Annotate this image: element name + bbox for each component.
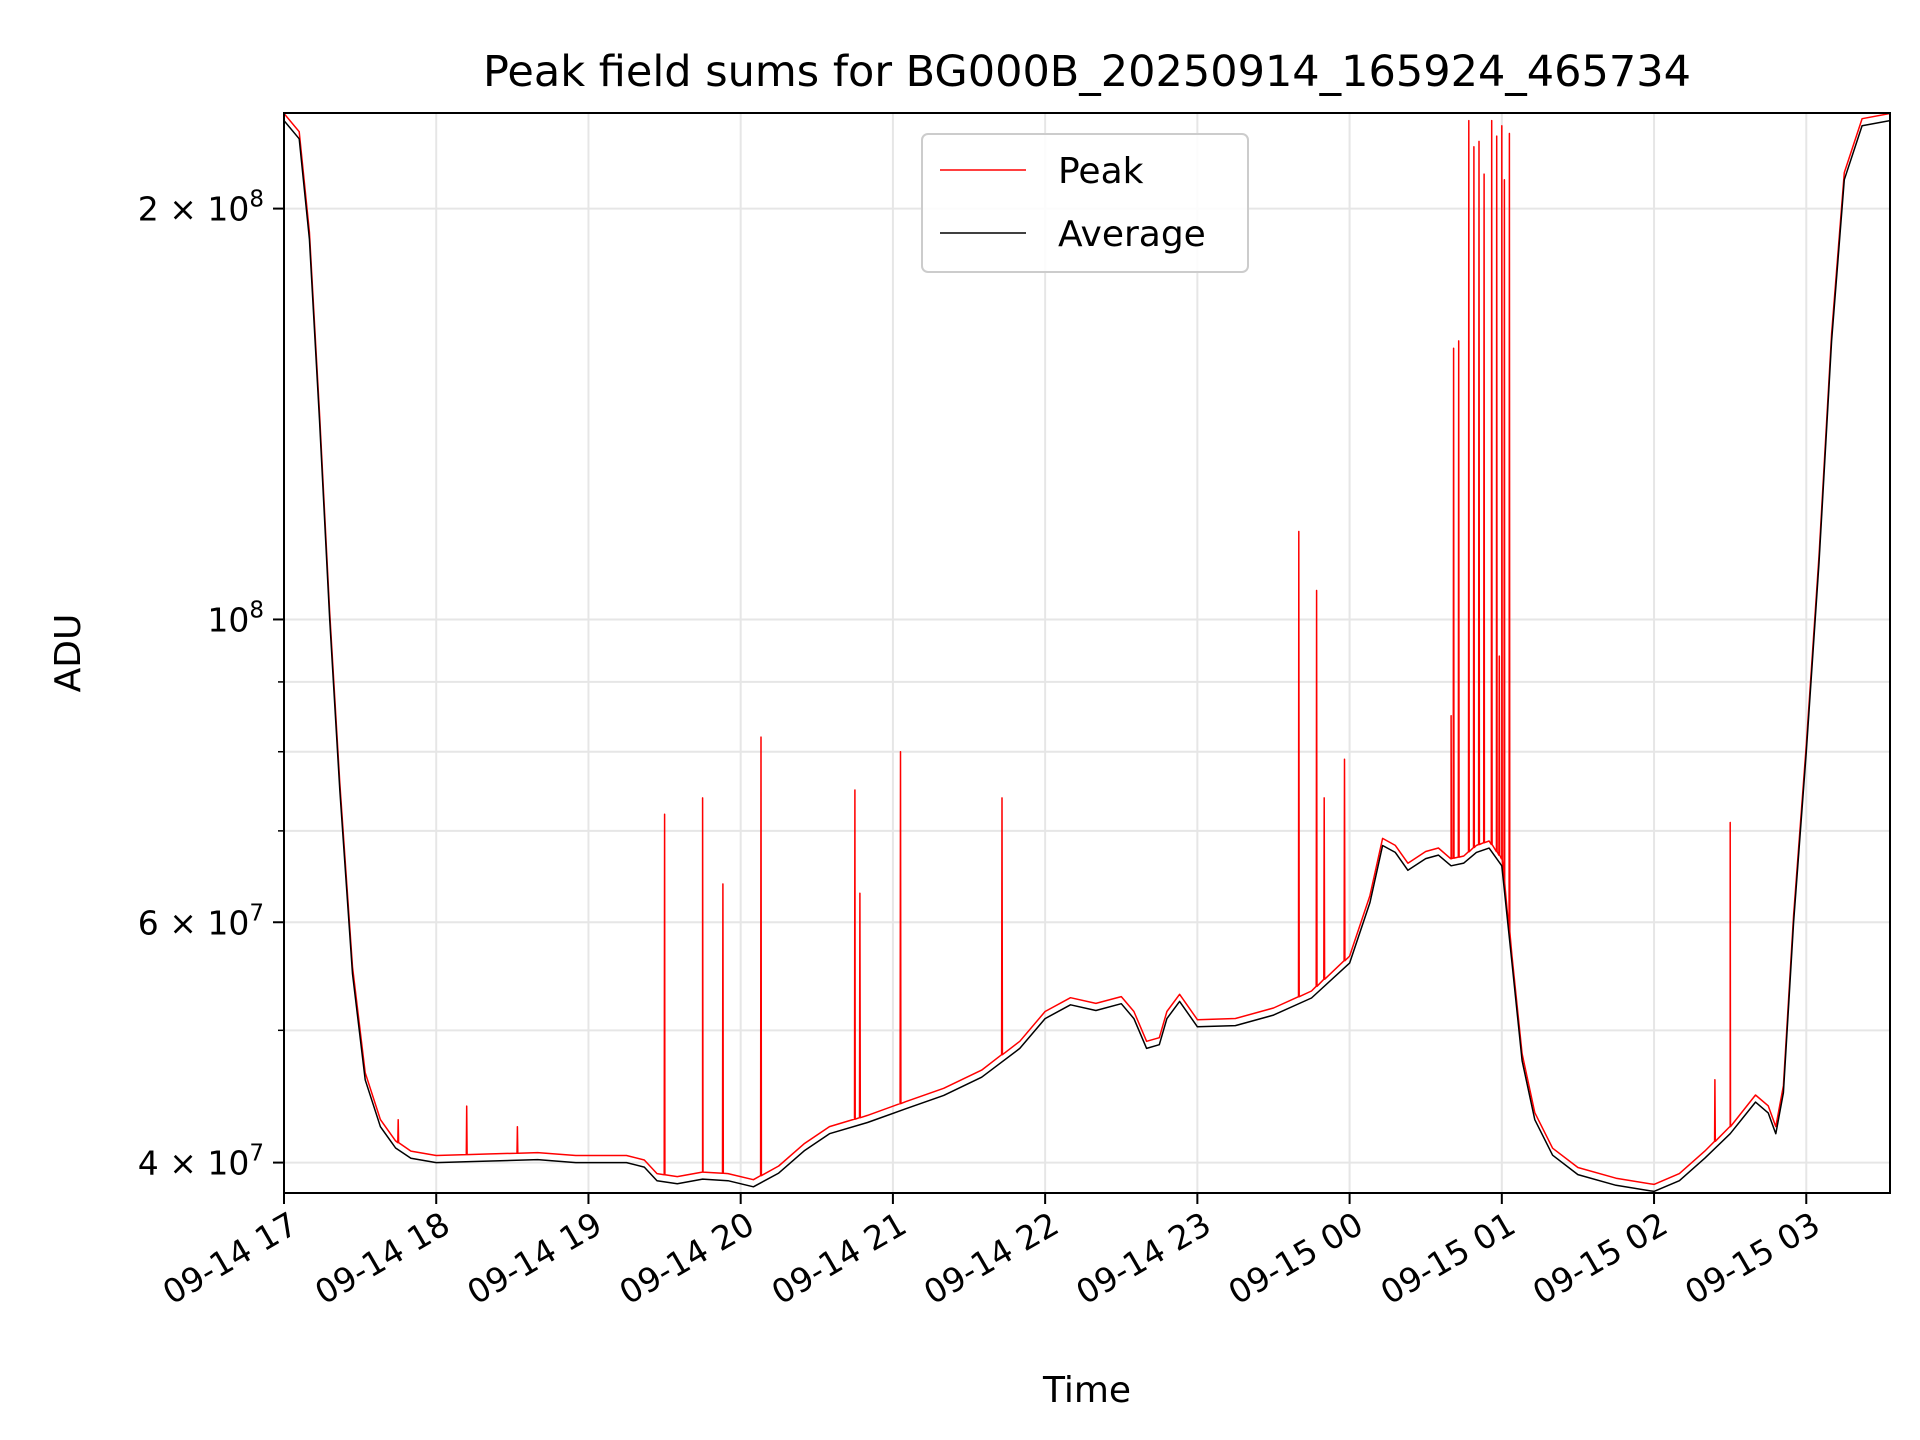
y-axis-label: ADU bbox=[48, 614, 89, 693]
average-line bbox=[284, 119, 1890, 1193]
x-axis-label: Time bbox=[1042, 1370, 1131, 1411]
peak-line bbox=[284, 113, 1890, 1186]
peak-series-layer bbox=[284, 113, 1890, 1186]
legend-average-label: Average bbox=[1058, 214, 1206, 255]
plot-area bbox=[284, 113, 1890, 1193]
plot-frame bbox=[283, 112, 1891, 1194]
y-tick-label: 2 × 108 bbox=[138, 187, 264, 229]
legend-peak-label: Peak bbox=[1058, 151, 1144, 192]
legend-box bbox=[921, 133, 1249, 273]
chart-title: Peak field sums for BG000B_20250914_1659… bbox=[483, 47, 1691, 97]
y-tick-label: 6 × 107 bbox=[138, 900, 264, 942]
average-series-layer bbox=[284, 119, 1890, 1193]
y-tick-label: 4 × 107 bbox=[138, 1141, 264, 1183]
y-tick-label: 108 bbox=[207, 597, 264, 639]
y-axis-ticks: 4 × 107 6 × 107 108 2 × 108 bbox=[138, 187, 284, 1183]
legend: Peak Average bbox=[921, 133, 1249, 273]
